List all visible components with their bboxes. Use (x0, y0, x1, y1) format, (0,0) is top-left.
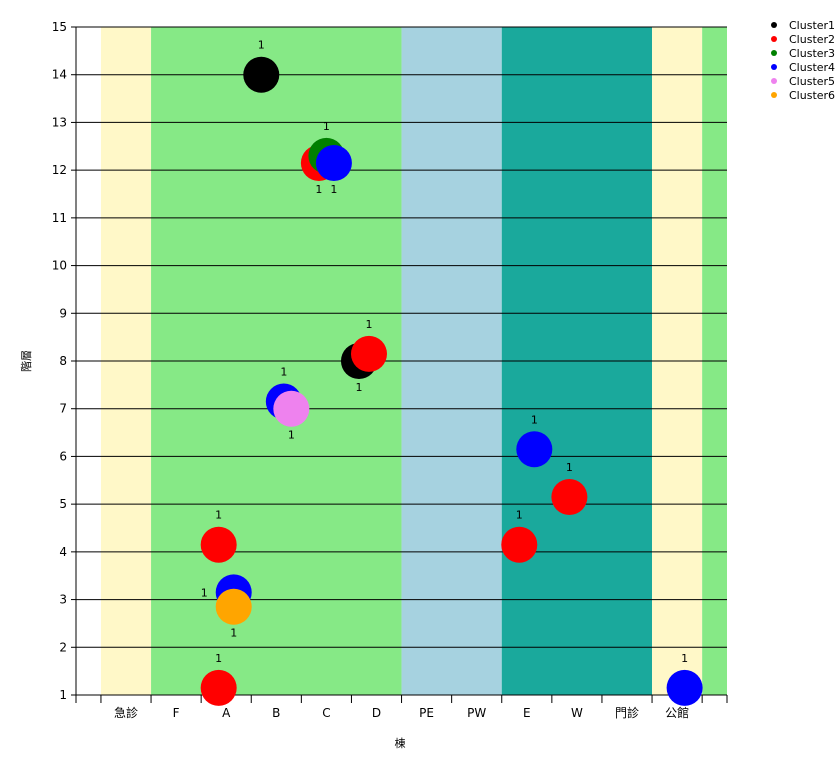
point-count-label: 1 (215, 652, 222, 665)
point-count-label: 1 (315, 183, 322, 196)
x-tick-label: C (322, 706, 330, 720)
y-tick-label: 3 (59, 593, 67, 607)
legend: Cluster1Cluster2Cluster3Cluster4Cluster5… (771, 19, 835, 102)
y-tick-label: 13 (52, 115, 67, 129)
y-tick-label: 12 (52, 163, 67, 177)
x-tick-label: E (523, 706, 531, 720)
data-point (551, 478, 588, 515)
data-point (350, 335, 387, 372)
data-point (315, 144, 352, 181)
y-tick-label: 15 (52, 20, 67, 34)
y-tick-label: 11 (52, 211, 67, 225)
legend-marker (771, 78, 777, 84)
y-tick-label: 4 (59, 545, 67, 559)
point-count-label: 1 (566, 461, 573, 474)
point-count-label: 1 (355, 381, 362, 394)
data-point (273, 390, 310, 427)
point-count-label: 1 (330, 183, 337, 196)
y-tick-label: 14 (52, 68, 67, 82)
x-axis-title: 棟 (395, 736, 406, 750)
y-tick-label: 5 (59, 497, 67, 511)
legend-label: Cluster5 (789, 75, 835, 88)
point-count-label: 1 (531, 413, 538, 426)
data-point (501, 526, 538, 563)
point-count-label: 1 (323, 120, 330, 133)
x-tick-label: PW (467, 706, 486, 720)
legend-label: Cluster3 (789, 47, 835, 60)
legend-marker (771, 92, 777, 98)
legend-label: Cluster2 (789, 33, 835, 46)
data-point (516, 431, 553, 468)
data-point (243, 56, 280, 93)
y-tick-label: 10 (52, 259, 67, 273)
point-count-label: 1 (215, 509, 222, 522)
x-tick-label: 門診 (615, 705, 639, 720)
data-point (200, 669, 237, 706)
x-tick-label: 急診 (114, 705, 138, 720)
y-tick-label: 6 (59, 449, 67, 463)
x-tick-label: B (272, 706, 280, 720)
x-tick-label: 公館 (665, 705, 689, 720)
y-tick-label: 9 (59, 306, 67, 320)
point-count-label: 1 (365, 318, 372, 331)
point-count-label: 1 (280, 366, 287, 379)
x-tick-label: A (222, 706, 231, 720)
point-count-label: 1 (230, 627, 237, 640)
legend-marker (771, 22, 777, 28)
data-points (200, 56, 703, 706)
point-count-label: 1 (201, 586, 208, 599)
legend-marker (771, 50, 777, 56)
legend-marker (771, 36, 777, 42)
x-tick-label: PE (419, 706, 434, 720)
point-count-label: 1 (681, 652, 688, 665)
point-count-label: 1 (516, 509, 523, 522)
y-tick-label: 1 (59, 688, 67, 702)
legend-label: Cluster4 (789, 61, 835, 74)
y-axis-title: 階層 (19, 350, 33, 372)
legend-label: Cluster6 (789, 89, 835, 102)
data-point (215, 588, 252, 625)
x-tick-label: W (571, 706, 583, 720)
data-point (200, 526, 237, 563)
point-count-label: 1 (288, 429, 295, 442)
data-point (666, 669, 703, 706)
y-tick-label: 7 (59, 402, 67, 416)
legend-label: Cluster1 (789, 19, 835, 32)
y-tick-label: 8 (59, 354, 67, 368)
x-tick-label: D (372, 706, 381, 720)
legend-marker (771, 64, 777, 70)
y-tick-label: 2 (59, 640, 67, 654)
point-count-label: 1 (258, 39, 265, 52)
x-tick-label: F (173, 706, 180, 720)
